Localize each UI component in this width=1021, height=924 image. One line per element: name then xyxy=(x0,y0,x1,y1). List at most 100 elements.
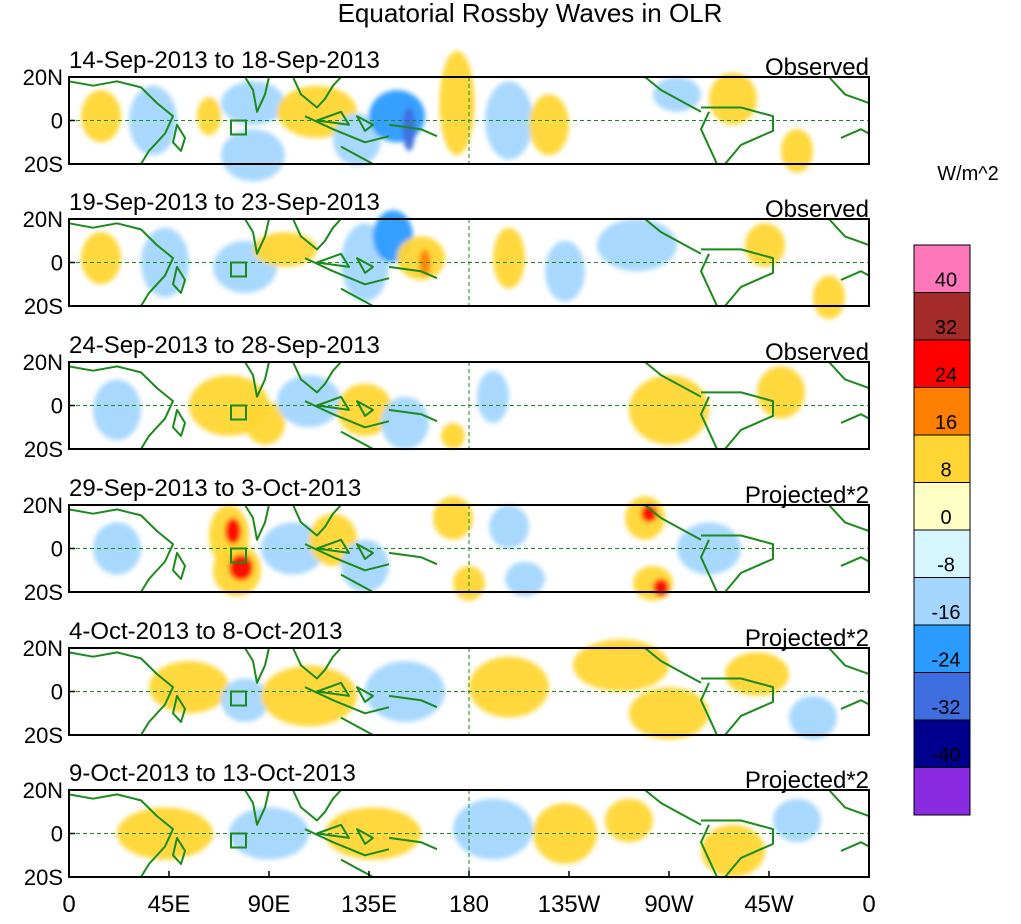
colorbar-swatch xyxy=(913,387,971,436)
anomaly-blob xyxy=(229,554,253,581)
panel-kind: Projected*2 xyxy=(745,625,869,652)
anomaly-blob xyxy=(453,798,533,860)
anomaly-blob xyxy=(369,90,425,143)
lon-label: 135E xyxy=(341,891,397,918)
panel-date-range: 4-Oct-2013 to 8-Oct-2013 xyxy=(69,618,342,645)
lat-label: 0 xyxy=(51,537,63,562)
coastline xyxy=(828,218,870,247)
anomaly-blob xyxy=(781,129,813,173)
coastline xyxy=(340,573,374,593)
coastline xyxy=(244,218,270,255)
anomaly-blob xyxy=(402,107,416,151)
anomaly-blob xyxy=(469,656,549,718)
coastline xyxy=(292,76,342,109)
anomaly-field xyxy=(93,496,741,601)
coastline xyxy=(700,111,718,165)
colorbar-swatch xyxy=(913,672,971,721)
colorbar-label: 16 xyxy=(935,412,957,434)
coastline xyxy=(244,789,270,826)
coastline xyxy=(316,110,350,126)
lat-label: 20N xyxy=(23,636,63,661)
coastlines xyxy=(68,504,870,593)
lon-label: 0 xyxy=(62,891,75,918)
lon-label: 135W xyxy=(538,891,601,918)
coastline xyxy=(700,824,718,878)
anomaly-blob xyxy=(117,807,213,860)
anomaly-blob xyxy=(197,97,221,136)
coastline xyxy=(68,793,174,878)
coastline xyxy=(304,115,390,144)
coastline xyxy=(304,400,390,429)
anomaly-blob xyxy=(813,275,845,320)
lat-label: 0 xyxy=(51,109,63,134)
coastline xyxy=(840,413,870,424)
anomaly-blob xyxy=(141,227,189,298)
map-panel: 20N 0 20S 14-Sep-2013 to 18-Sep-2013 Observe… xyxy=(23,47,870,182)
colorbar-label: -24 xyxy=(932,650,961,672)
coastline xyxy=(68,80,174,165)
anomaly-blob xyxy=(225,518,241,545)
anomaly-field xyxy=(149,639,837,740)
anomaly-blob xyxy=(245,401,285,445)
panel-date-range: 24-Sep-2013 to 28-Sep-2013 xyxy=(69,332,380,359)
anomaly-blob xyxy=(93,379,141,441)
coastline xyxy=(340,716,374,736)
anomaly-blob xyxy=(629,687,709,740)
anomaly-blob xyxy=(789,695,837,740)
panel-date-range: 9-Oct-2013 to 13-Oct-2013 xyxy=(69,760,356,787)
colorbar-label: 0 xyxy=(940,507,951,529)
anomaly-blob xyxy=(381,396,429,449)
anomaly-blob xyxy=(629,375,709,445)
lat-label: 20S xyxy=(24,580,63,605)
lat-label: 20S xyxy=(24,294,63,319)
coastlines xyxy=(68,789,870,878)
coastline xyxy=(68,365,174,450)
coastline xyxy=(388,265,438,280)
colorbar-swatch xyxy=(913,719,971,768)
anomaly-blob xyxy=(439,50,475,156)
coastline xyxy=(840,128,870,139)
longitude-axis: 0 45E 90E 135E 180 135W 90W 45W 0 xyxy=(62,871,876,918)
coastline xyxy=(700,539,718,593)
coastline xyxy=(292,504,342,537)
coastline xyxy=(644,76,702,113)
colorbar-label: -40 xyxy=(932,745,961,767)
anomaly-blob xyxy=(529,94,569,156)
anomaly-blob xyxy=(757,366,805,419)
coastline xyxy=(172,123,186,152)
lon-label: 45W xyxy=(744,891,794,918)
anomaly-blob xyxy=(433,496,473,540)
coastline xyxy=(304,257,390,286)
coastline xyxy=(388,551,438,566)
lon-label: 90W xyxy=(644,891,694,918)
anomaly-blob xyxy=(701,824,765,878)
anomaly-blob xyxy=(709,72,757,125)
colorbar-swatch xyxy=(913,767,971,816)
coastline xyxy=(388,836,438,851)
anomaly-blob xyxy=(545,240,585,302)
coastline xyxy=(840,270,870,281)
anomaly-blob xyxy=(485,81,533,160)
coastline xyxy=(172,836,186,865)
lat-label: 0 xyxy=(51,680,63,705)
coastline xyxy=(316,538,350,554)
anomaly-blob xyxy=(277,85,357,138)
coastline xyxy=(701,106,774,165)
coastline xyxy=(701,248,774,307)
coastline xyxy=(304,828,390,857)
anomaly-blob xyxy=(81,232,121,285)
panel-date-range: 19-Sep-2013 to 23-Sep-2013 xyxy=(69,189,380,216)
coastline xyxy=(292,361,342,394)
coastline xyxy=(316,681,350,697)
lat-label: 20S xyxy=(24,152,63,177)
panel-kind: Observed xyxy=(765,196,869,223)
anomaly-blob xyxy=(221,81,285,125)
coastline xyxy=(700,253,718,307)
coastlines xyxy=(68,361,870,450)
anomaly-blob xyxy=(573,639,669,692)
coastline xyxy=(340,145,374,165)
coastline xyxy=(68,222,174,307)
anomaly-blob xyxy=(505,561,545,597)
colorbar-swatch xyxy=(913,434,971,483)
